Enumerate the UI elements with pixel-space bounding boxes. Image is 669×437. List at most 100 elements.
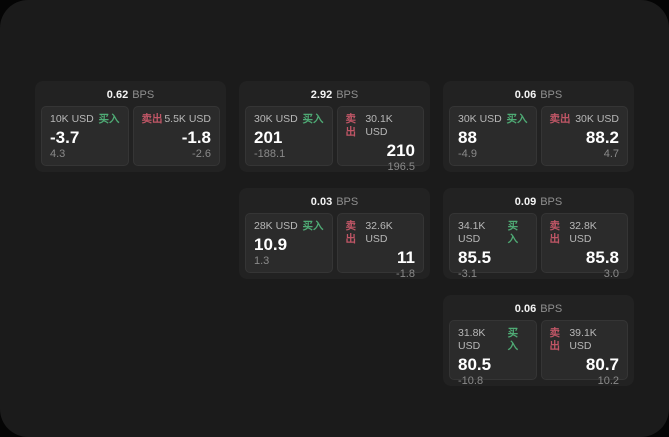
buy-tile-top-row: 28K USD 买入: [254, 220, 324, 233]
buy-button[interactable]: 买入: [302, 113, 324, 125]
quote-card: 0.03 BPS 28K USD 买入 10.9 1.3 卖出 32.6K USD…: [239, 188, 430, 280]
buy-amount: 34.1K USD: [458, 220, 486, 245]
sell-delta: 196.5: [387, 161, 415, 173]
sell-tile-top-row: 卖出 32.6K USD: [346, 220, 416, 246]
buy-price: 85.5: [458, 248, 492, 267]
buy-button[interactable]: 买入: [507, 220, 519, 245]
buy-price: 10.9: [254, 235, 288, 254]
sell-delta: -2.6: [192, 148, 211, 160]
buy-button[interactable]: 买入: [506, 113, 528, 125]
quote-card: 0.62 BPS 10K USD 买入 -3.7 4.3 卖出 5.5K USD …: [35, 81, 226, 172]
buy-quote-tile[interactable]: 30K USD 买入 201 -188.1: [245, 106, 333, 166]
sell-quote-tile[interactable]: 卖出 39.1K USD 80.7 10.2: [540, 320, 628, 387]
buy-quote-tile[interactable]: 30K USD 买入 88 -4.9: [449, 106, 537, 166]
quote-panels: 34.1K USD 买入 85.5 -3.1 卖出 32.8K USD 85.8…: [449, 213, 628, 280]
card-header: 2.92 BPS: [245, 86, 424, 106]
sell-amount: 5.5K USD: [164, 113, 211, 125]
sell-button[interactable]: 卖出: [549, 220, 561, 245]
sell-price: 210: [386, 141, 415, 160]
card-header: 0.06 BPS: [449, 86, 628, 106]
sell-button[interactable]: 卖出: [549, 113, 571, 125]
sell-delta: 4.7: [603, 148, 619, 160]
sell-delta: 3.0: [603, 268, 619, 280]
quote-panels: 10K USD 买入 -3.7 4.3 卖出 5.5K USD -1.8 -2.…: [41, 106, 220, 166]
quote-card: 2.92 BPS 30K USD 买入 201 -188.1 卖出 30.1K U…: [239, 81, 430, 173]
buy-delta: -10.8: [458, 375, 484, 387]
bps-value: 2.92: [310, 89, 333, 101]
bps-unit-label: BPS: [540, 196, 563, 208]
buy-button[interactable]: 买入: [302, 220, 324, 232]
sell-amount: 32.6K USD: [365, 220, 393, 245]
sell-button[interactable]: 卖出: [549, 327, 561, 352]
buy-amount: 10K USD: [50, 113, 94, 125]
buy-delta: -3.1: [458, 268, 477, 280]
sell-price: 80.7: [585, 355, 619, 374]
buy-quote-tile[interactable]: 34.1K USD 买入 85.5 -3.1: [449, 213, 537, 280]
bps-unit-label: BPS: [540, 89, 563, 101]
bps-value: 0.06: [514, 89, 537, 101]
quote-panels: 30K USD 买入 88 -4.9 卖出 30K USD 88.2 4.7: [449, 106, 628, 166]
sell-price: 11: [397, 248, 415, 267]
buy-tile-top-row: 30K USD 买入: [254, 113, 324, 126]
sell-quote-tile[interactable]: 卖出 5.5K USD -1.8 -2.6: [132, 106, 220, 166]
bps-unit-label: BPS: [132, 89, 155, 101]
sell-tile-top-row: 卖出 30K USD: [550, 113, 620, 126]
buy-quote-tile[interactable]: 31.8K USD 买入 80.5 -10.8: [449, 320, 537, 387]
buy-tile-top-row: 31.8K USD 买入: [458, 327, 528, 353]
sell-delta: -1.8: [396, 268, 415, 280]
buy-price: 201: [254, 128, 283, 147]
sell-tile-top-row: 卖出 5.5K USD: [142, 113, 212, 126]
buy-amount: 28K USD: [254, 220, 298, 232]
card-header: 0.09 BPS: [449, 193, 628, 213]
sell-tile-top-row: 卖出 32.8K USD: [550, 220, 620, 246]
sell-amount: 30K USD: [575, 113, 619, 125]
sell-amount: 32.8K USD: [569, 220, 597, 245]
bps-value: 0.09: [514, 196, 537, 208]
quote-card: 0.09 BPS 34.1K USD 买入 85.5 -3.1 卖出 32.8K …: [443, 188, 634, 280]
buy-tile-top-row: 30K USD 买入: [458, 113, 528, 126]
buy-delta: 4.3: [50, 148, 66, 160]
bps-value: 0.03: [310, 196, 333, 208]
sell-button[interactable]: 卖出: [345, 220, 357, 245]
buy-delta: -188.1: [254, 148, 286, 160]
buy-delta: 1.3: [254, 255, 270, 267]
buy-tile-top-row: 10K USD 买入: [50, 113, 120, 126]
bps-unit-label: BPS: [336, 196, 359, 208]
sell-quote-tile[interactable]: 卖出 30K USD 88.2 4.7: [540, 106, 628, 166]
sell-quote-tile[interactable]: 卖出 30.1K USD 210 196.5: [336, 106, 424, 173]
sell-delta: 10.2: [597, 375, 619, 387]
buy-quote-tile[interactable]: 10K USD 买入 -3.7 4.3: [41, 106, 129, 166]
buy-amount: 30K USD: [458, 113, 502, 125]
sell-tile-top-row: 卖出 30.1K USD: [346, 113, 416, 139]
card-header: 0.62 BPS: [41, 86, 220, 106]
quote-card: 0.06 BPS 30K USD 买入 88 -4.9 卖出 30K USD 88…: [443, 81, 634, 172]
buy-price: 88: [458, 128, 477, 147]
sell-quote-tile[interactable]: 卖出 32.8K USD 85.8 3.0: [540, 213, 628, 280]
sell-amount: 30.1K USD: [365, 113, 393, 138]
cards-grid: 0.62 BPS 10K USD 买入 -3.7 4.3 卖出 5.5K USD …: [35, 81, 634, 387]
quote-panels: 31.8K USD 买入 80.5 -10.8 卖出 39.1K USD 80.…: [449, 320, 628, 387]
card-header: 0.06 BPS: [449, 300, 628, 320]
sell-quote-tile[interactable]: 卖出 32.6K USD 11 -1.8: [336, 213, 424, 280]
sell-amount: 39.1K USD: [569, 327, 597, 352]
buy-tile-top-row: 34.1K USD 买入: [458, 220, 528, 246]
buy-amount: 31.8K USD: [458, 327, 486, 352]
sell-button[interactable]: 卖出: [141, 113, 163, 125]
sell-price: -1.8: [181, 128, 211, 147]
bps-value: 0.06: [514, 303, 537, 315]
sell-tile-top-row: 卖出 39.1K USD: [550, 327, 620, 353]
quote-panels: 30K USD 买入 201 -188.1 卖出 30.1K USD 210 1…: [245, 106, 424, 173]
quote-panels: 28K USD 买入 10.9 1.3 卖出 32.6K USD 11 -1.8: [245, 213, 424, 280]
buy-amount: 30K USD: [254, 113, 298, 125]
sell-button[interactable]: 卖出: [345, 113, 357, 138]
bps-unit-label: BPS: [336, 89, 359, 101]
buy-price: -3.7: [50, 128, 80, 147]
buy-price: 80.5: [458, 355, 492, 374]
quote-card: 0.06 BPS 31.8K USD 买入 80.5 -10.8 卖出 39.1K…: [443, 295, 634, 387]
buy-button[interactable]: 买入: [98, 113, 120, 125]
buy-quote-tile[interactable]: 28K USD 买入 10.9 1.3: [245, 213, 333, 273]
bps-value: 0.62: [106, 89, 129, 101]
sell-price: 85.8: [585, 248, 619, 267]
buy-button[interactable]: 买入: [507, 327, 519, 352]
